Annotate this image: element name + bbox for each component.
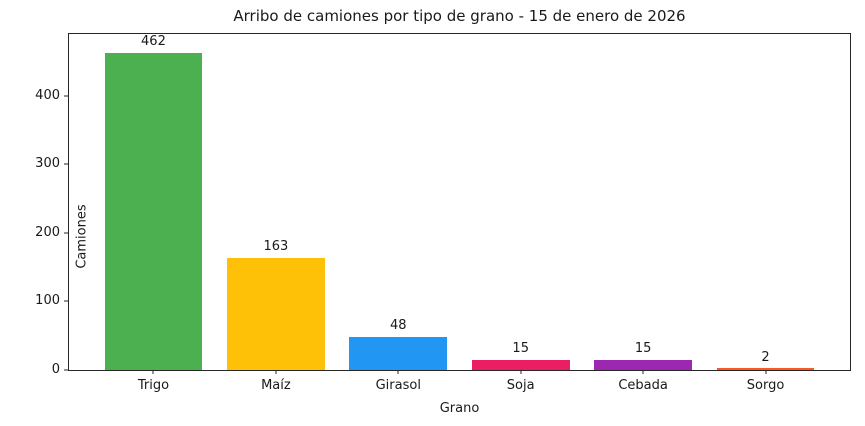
plot-area: Camiones 462 Trigo 163 Maíz 48 Girasol 15 Soja 1…: [35, 33, 851, 393]
x-tick-label-girasol: Girasol: [375, 378, 421, 393]
x-tick-mark-sorgo: [765, 370, 767, 374]
bar-sorgo: [716, 368, 815, 370]
bar-value-maiz: 163: [263, 239, 289, 255]
bar-cebada: [594, 359, 693, 370]
y-axis-label: Camiones: [74, 204, 90, 269]
x-tick-mark-trigo: [152, 370, 154, 374]
x-tick-mark-cebada: [642, 370, 644, 374]
bar-value-girasol: 48: [390, 318, 407, 334]
bar-soja: [471, 359, 570, 370]
x-tick-label-sorgo: Sorgo: [746, 378, 785, 393]
x-tick-mark-soja: [520, 370, 522, 374]
y-tick-label-400: 400: [35, 87, 60, 103]
y-tick-label-300: 300: [35, 156, 60, 172]
bar-girasol: [349, 337, 448, 370]
x-tick-mark-girasol: [397, 370, 399, 374]
x-tick-label-trigo: Trigo: [137, 378, 170, 393]
bar-maiz: [226, 258, 325, 370]
x-tick-label-soja: Soja: [506, 378, 535, 393]
y-tick-mark-100: [64, 300, 68, 302]
y-tick-mark-0: [64, 369, 68, 371]
y-tick-mark-200: [64, 232, 68, 234]
y-tick-label-100: 100: [35, 293, 60, 309]
x-tick-mark-maiz: [275, 370, 277, 374]
x-tick-label-maiz: Maíz: [261, 378, 291, 393]
y-tick-mark-400: [64, 95, 68, 97]
y-tick-label-200: 200: [35, 224, 60, 240]
y-tick-label-0: 0: [51, 362, 60, 377]
y-tick-mark-300: [64, 163, 68, 165]
x-axis-label: Grano: [439, 401, 480, 416]
bar-trigo: [104, 53, 203, 370]
x-tick-label-cebada: Cebada: [618, 378, 668, 393]
bar-value-sorgo: 2: [761, 349, 770, 365]
chart-title: Arribo de camiones por tipo de grano - 1…: [233, 7, 686, 25]
bar-value-cebada: 15: [634, 340, 652, 356]
bar-value-soja: 15: [512, 340, 529, 356]
bar-value-trigo: 462: [141, 34, 166, 50]
